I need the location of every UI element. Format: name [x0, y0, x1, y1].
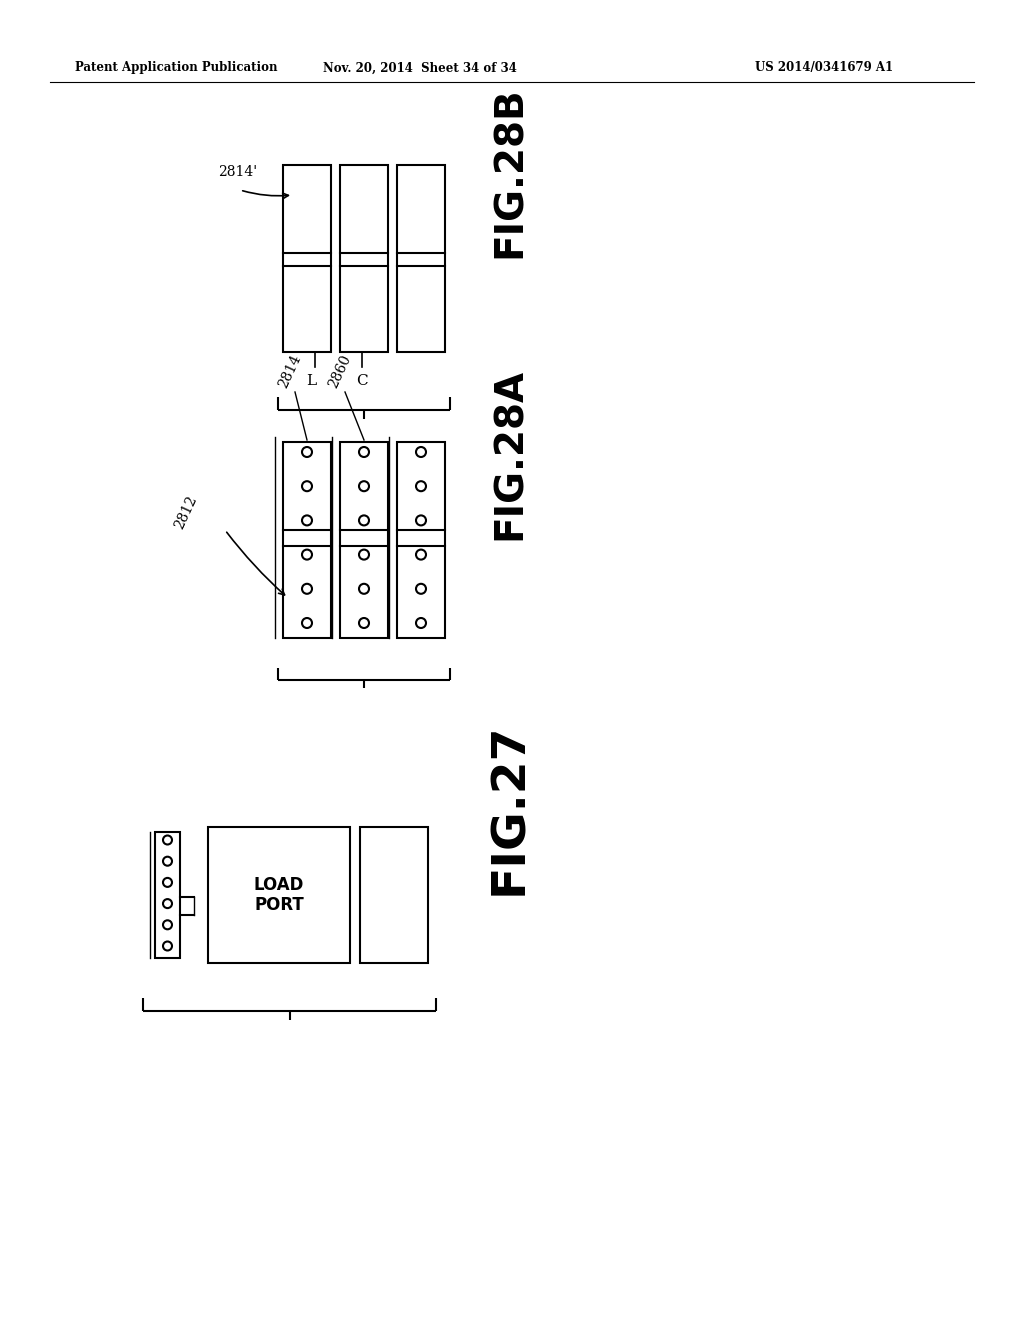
Text: L: L — [306, 374, 316, 388]
Bar — [360, 828, 428, 964]
Bar — [340, 442, 388, 638]
Bar — [340, 165, 388, 352]
Text: FIG.28B: FIG.28B — [490, 87, 529, 259]
Circle shape — [416, 549, 426, 560]
Text: 2860: 2860 — [327, 352, 353, 389]
Circle shape — [163, 878, 172, 887]
Bar — [397, 442, 445, 638]
Circle shape — [359, 482, 369, 491]
Circle shape — [163, 836, 172, 845]
Circle shape — [163, 920, 172, 929]
Circle shape — [416, 618, 426, 628]
Bar — [283, 165, 331, 352]
Bar — [208, 828, 350, 964]
Circle shape — [416, 515, 426, 525]
Text: Patent Application Publication: Patent Application Publication — [75, 62, 278, 74]
Circle shape — [302, 549, 312, 560]
Bar — [155, 832, 180, 958]
Text: 2814: 2814 — [276, 352, 304, 389]
Text: 2812: 2812 — [172, 494, 200, 531]
Circle shape — [302, 583, 312, 594]
Circle shape — [302, 482, 312, 491]
Circle shape — [416, 482, 426, 491]
Text: C: C — [356, 374, 368, 388]
Text: US 2014/0341679 A1: US 2014/0341679 A1 — [755, 62, 893, 74]
Text: LOAD
PORT: LOAD PORT — [254, 875, 304, 915]
Circle shape — [359, 618, 369, 628]
Circle shape — [163, 899, 172, 908]
Circle shape — [359, 515, 369, 525]
Circle shape — [302, 515, 312, 525]
Text: Nov. 20, 2014  Sheet 34 of 34: Nov. 20, 2014 Sheet 34 of 34 — [323, 62, 517, 74]
Circle shape — [359, 447, 369, 457]
Circle shape — [359, 583, 369, 594]
Text: FIG.27: FIG.27 — [487, 722, 532, 895]
Circle shape — [416, 583, 426, 594]
Text: FIG.28A: FIG.28A — [490, 368, 529, 540]
Circle shape — [302, 618, 312, 628]
Circle shape — [359, 549, 369, 560]
Bar — [283, 442, 331, 638]
Circle shape — [163, 857, 172, 866]
Circle shape — [416, 447, 426, 457]
Circle shape — [163, 941, 172, 950]
Text: 2814': 2814' — [218, 165, 257, 180]
Bar — [397, 165, 445, 352]
Circle shape — [302, 447, 312, 457]
